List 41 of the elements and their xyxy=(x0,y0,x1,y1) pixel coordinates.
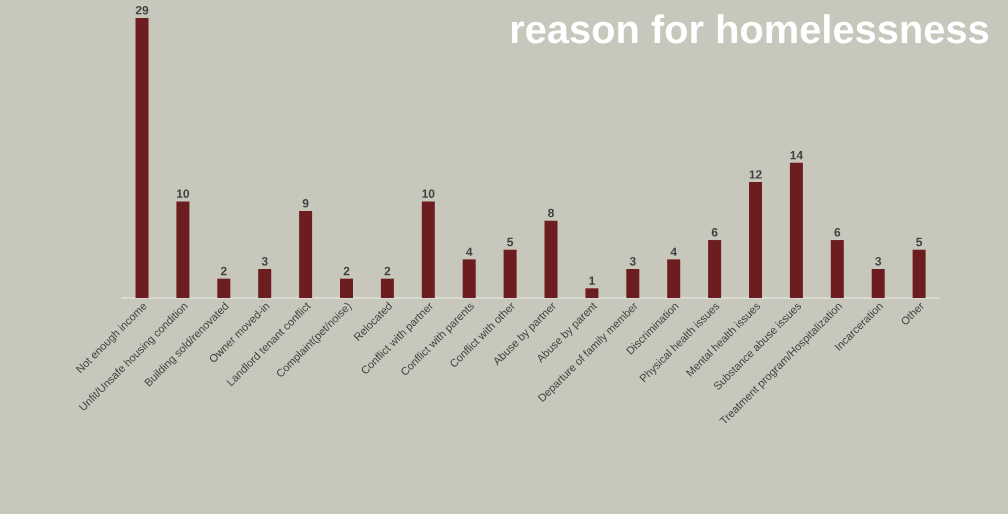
bar xyxy=(708,240,722,298)
bar xyxy=(871,269,885,298)
data-label: 3 xyxy=(629,257,636,266)
data-label: 29 xyxy=(135,6,149,15)
data-label: 5 xyxy=(916,237,923,247)
bar xyxy=(585,288,599,298)
data-label: 12 xyxy=(749,170,762,179)
data-label: 2 xyxy=(343,266,350,276)
data-label: 10 xyxy=(422,189,435,198)
data-label: 9 xyxy=(302,199,309,208)
bar xyxy=(380,278,394,298)
data-label: 10 xyxy=(177,189,190,198)
bar xyxy=(503,249,517,298)
bar xyxy=(544,220,558,298)
chart-title: reason for homelessness xyxy=(511,14,989,44)
bar xyxy=(667,259,681,298)
data-label: 6 xyxy=(711,228,718,237)
data-label: 4 xyxy=(670,247,677,256)
bar xyxy=(421,201,435,298)
data-label: 14 xyxy=(790,151,803,160)
data-label: 1 xyxy=(589,276,595,285)
data-label: 6 xyxy=(834,228,841,237)
data-label: 3 xyxy=(261,257,268,266)
bar xyxy=(299,211,313,298)
data-label: 8 xyxy=(548,208,554,218)
data-label: 3 xyxy=(875,257,882,266)
data-label: 5 xyxy=(507,237,514,247)
bar xyxy=(626,269,640,298)
data-label: 2 xyxy=(384,266,391,276)
bar xyxy=(789,162,803,298)
bar xyxy=(135,17,149,298)
bar xyxy=(258,269,272,298)
data-label: 2 xyxy=(220,266,227,276)
bar xyxy=(462,259,476,298)
bar xyxy=(912,249,926,298)
bar xyxy=(340,278,354,298)
bar xyxy=(830,240,844,298)
bar xyxy=(749,182,763,298)
bar xyxy=(217,278,231,298)
data-label: 4 xyxy=(466,247,473,256)
bar xyxy=(176,201,190,298)
